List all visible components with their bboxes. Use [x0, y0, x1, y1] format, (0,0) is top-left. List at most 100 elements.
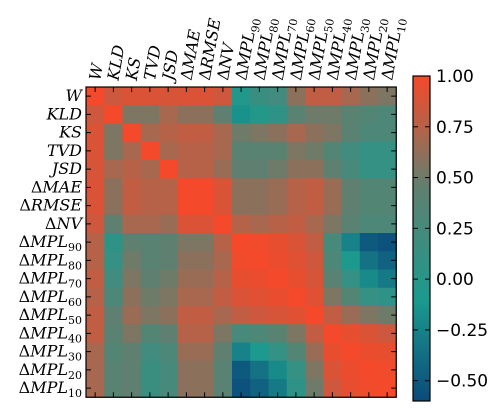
heatmap-cell	[122, 342, 142, 362]
heatmap-cell	[359, 214, 379, 234]
heatmap-cell	[104, 342, 123, 362]
heatmap-cell	[268, 196, 288, 216]
heatmap-cell	[195, 342, 215, 362]
heatmap-cell	[305, 178, 324, 197]
heatmap-cell	[104, 123, 123, 143]
heatmap-cell	[140, 251, 160, 270]
heatmap-cell	[140, 123, 160, 143]
heatmap-cell	[195, 379, 215, 398]
heatmap-cell	[232, 251, 251, 270]
heatmap-cell	[341, 306, 361, 325]
heatmap-cell	[250, 251, 269, 270]
heatmap-cell	[359, 251, 379, 270]
heatmap-cell	[177, 379, 196, 398]
heatmap-cell	[195, 324, 215, 343]
heatmap-cell	[140, 141, 160, 161]
heatmap-cell	[86, 269, 105, 289]
heatmap-cell	[232, 324, 251, 343]
heatmap-cell	[177, 105, 196, 124]
heatmap-cell	[104, 196, 123, 216]
heatmap-cell	[140, 178, 160, 197]
heatmap-cell	[305, 360, 324, 380]
heatmap-cell	[122, 379, 142, 398]
heatmap-cell	[250, 342, 269, 362]
heatmap-cell	[323, 287, 342, 307]
heatmap-cell	[177, 269, 196, 289]
heatmap-cell	[213, 324, 233, 343]
heatmap-cell	[122, 141, 142, 161]
heatmap-cell	[323, 141, 342, 161]
heatmap-cell	[378, 251, 397, 270]
heatmap-cell	[305, 196, 324, 216]
heatmap-cell	[195, 269, 215, 289]
heatmap-cell	[232, 306, 251, 325]
heatmap-cell	[323, 196, 342, 216]
heatmap-cell	[359, 178, 379, 197]
heatmap-cell	[159, 360, 178, 380]
heatmap-cell	[122, 87, 142, 106]
heatmap-cell	[195, 123, 215, 143]
heatmap-cell	[213, 342, 233, 362]
heatmap-cell	[104, 269, 123, 289]
heatmap-cell	[268, 141, 288, 161]
heatmap-cell	[159, 306, 178, 325]
heatmap-cell	[159, 123, 178, 143]
heatmap-cell	[341, 196, 361, 216]
heatmap-cell	[140, 233, 160, 252]
heatmap-cell	[305, 123, 324, 143]
heatmap-cell	[378, 360, 397, 380]
heatmap-cell	[359, 287, 379, 307]
heatmap-cell	[104, 178, 123, 197]
heatmap-cell	[268, 306, 288, 325]
heatmap-cell	[232, 160, 251, 179]
heatmap-cell	[250, 123, 269, 143]
heatmap-cell	[213, 360, 233, 380]
heatmap-cell	[378, 105, 397, 124]
heatmap-cell	[159, 160, 178, 179]
colorbar-tick-label: 0.75	[436, 118, 474, 138]
heatmap-cell	[140, 324, 160, 343]
heatmap-cell	[213, 251, 233, 270]
col-ticks	[94, 87, 388, 398]
heatmap-cell	[232, 233, 251, 252]
heatmap-cell	[323, 160, 342, 179]
heatmap-cell	[232, 87, 251, 106]
heatmap-cell	[268, 379, 288, 398]
heatmap-cell	[159, 233, 178, 252]
colorbar-tick-label: 0.00	[436, 270, 474, 290]
heatmap-cell	[86, 233, 105, 252]
row-label: ΔMPL50	[19, 305, 82, 327]
heatmap-cell	[378, 269, 397, 289]
heatmap-cell	[104, 324, 123, 343]
heatmap-cell	[323, 233, 342, 252]
heatmap-cell	[86, 141, 105, 161]
heatmap-cell	[341, 141, 361, 161]
heatmap-cell	[323, 379, 342, 398]
heatmap-cell	[159, 196, 178, 216]
heatmap-cell	[104, 306, 123, 325]
heatmap-cell	[213, 123, 233, 143]
heatmap-cell	[341, 269, 361, 289]
colorbar-tick-label: 0.50	[436, 169, 474, 189]
heatmap-cell	[359, 306, 379, 325]
heatmap-cell	[122, 160, 142, 179]
row-label: KLD	[46, 104, 83, 123]
heatmap-cell	[250, 178, 269, 197]
heatmap-cell	[159, 251, 178, 270]
heatmap-cell	[250, 306, 269, 325]
heatmap-cell	[140, 269, 160, 289]
heatmap-cell	[268, 269, 288, 289]
row-label: ΔMPL40	[19, 323, 82, 345]
heatmap-cell	[86, 196, 105, 216]
heatmap-cell	[286, 178, 306, 197]
heatmap-cell	[250, 233, 269, 252]
heatmap-cell	[341, 324, 361, 343]
heatmap-cell	[268, 87, 288, 106]
heatmap-cell	[86, 160, 105, 179]
heatmap-cell	[140, 105, 160, 124]
heatmap-cell	[359, 160, 379, 179]
heatmap-cell	[159, 214, 178, 234]
heatmap-cell	[122, 178, 142, 197]
heatmap-cell	[213, 379, 233, 398]
heatmap-cell	[104, 160, 123, 179]
